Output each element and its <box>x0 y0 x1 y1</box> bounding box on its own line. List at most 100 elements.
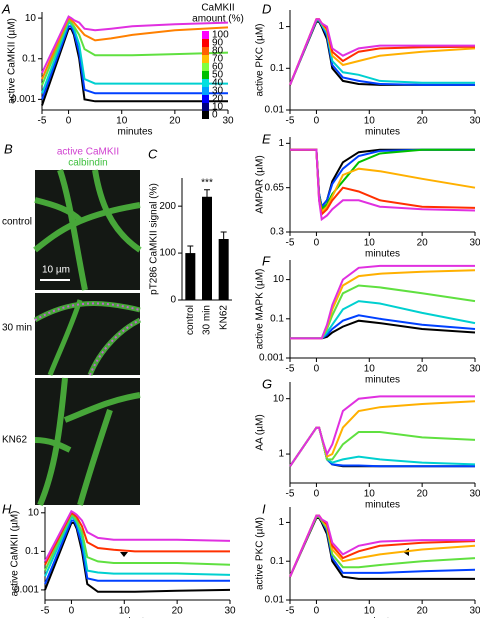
x-tick-label: 30 <box>469 606 480 617</box>
series-line <box>41 25 228 100</box>
x-tick-label: 0 <box>314 606 320 617</box>
colorbar-label: 90 <box>212 38 224 49</box>
colorbar-swatch <box>202 103 209 111</box>
colorbar-swatch <box>202 87 209 95</box>
scale-bar-label: 10 µm <box>42 265 70 276</box>
y-axis-label: AMPAR (µM) <box>255 155 266 213</box>
y-tick-label: 0 <box>170 295 176 306</box>
panel-letter: A <box>1 1 11 16</box>
x-tick-label: 10 <box>364 364 376 375</box>
series-line <box>289 18 476 86</box>
colorbar-label: 0 <box>212 110 218 121</box>
x-tick-label: 10 <box>364 238 376 249</box>
colorbar-swatch <box>202 63 209 71</box>
panel-letter: C <box>148 146 158 161</box>
marker <box>120 552 128 557</box>
colorbar-swatch <box>202 47 209 55</box>
y-tick-label: 100 <box>159 248 176 259</box>
error-bar <box>220 231 227 247</box>
y-tick-label: 1 <box>278 138 284 149</box>
y-axis-label: active CaMKII (µM) <box>7 18 18 104</box>
colorbar-swatch <box>202 79 209 87</box>
series-line <box>289 426 476 467</box>
bar <box>218 239 229 300</box>
x-tick-label: -5 <box>286 489 295 500</box>
x-tick-label: 20 <box>417 489 429 500</box>
series-line <box>41 16 229 80</box>
colorbar-swatch <box>202 71 209 79</box>
y-tick-label: 200 <box>159 201 176 212</box>
image-legend: active CaMKII <box>57 147 119 158</box>
x-tick-label: 0 <box>314 489 320 500</box>
row-label: control <box>2 217 32 228</box>
y-tick-label: 0.01 <box>265 595 285 606</box>
panel-letter: D <box>262 1 271 16</box>
bar <box>185 253 196 300</box>
series-line <box>289 514 476 578</box>
colorbar-title: amount (%) <box>192 14 244 25</box>
x-tick-label: -5 <box>38 116 47 127</box>
series-line <box>41 18 229 86</box>
x-tick-label: -5 <box>286 364 295 375</box>
y-axis-label: AA (µM) <box>255 414 266 450</box>
series-line <box>289 395 475 467</box>
y-tick-label: 0.65 <box>265 182 285 193</box>
series-line <box>290 148 476 222</box>
series-line <box>289 517 475 580</box>
row-label: KN62 <box>2 435 27 446</box>
x-axis-label: minutes <box>365 617 400 618</box>
y-axis-label: active MAPK (µM) <box>255 269 266 350</box>
row-label: 30 min <box>2 323 32 334</box>
y-tick-label: 0.1 <box>270 556 284 567</box>
colorbar-swatch <box>202 95 209 103</box>
x-tick-label: 0 <box>314 116 320 127</box>
series-line <box>44 511 230 566</box>
x-tick-label: 10 <box>116 116 128 127</box>
x-tick-label: 20 <box>417 238 429 249</box>
series-line <box>289 18 475 86</box>
series-line <box>41 27 228 106</box>
error-bar <box>204 189 210 204</box>
series-line <box>290 319 476 340</box>
y-axis-label: pT286 CaMKII signal (%) <box>149 183 160 295</box>
y-tick-label: 0.3 <box>270 227 284 238</box>
colorbar-title: CaMKII <box>201 3 234 14</box>
colorbar-label: 20 <box>212 94 224 105</box>
x-tick-label: 10 <box>364 606 376 617</box>
x-tick-label: 30 min <box>202 305 213 335</box>
panel-letter: B <box>4 141 13 156</box>
x-tick-label: -5 <box>286 606 295 617</box>
colorbar-swatch <box>202 111 209 119</box>
colorbar-label: 40 <box>212 78 224 89</box>
x-tick-label: 0 <box>314 238 320 249</box>
x-tick-label: KN62 <box>218 305 229 330</box>
x-tick-label: 20 <box>417 116 429 127</box>
colorbar-label: 10 <box>212 102 224 113</box>
panel-letter: G <box>262 376 272 391</box>
series-line <box>44 515 231 577</box>
y-tick-label: 10 <box>273 274 285 285</box>
series-line <box>44 513 231 572</box>
x-axis-label: minutes <box>365 249 400 260</box>
y-tick-label: 0.1 <box>270 63 284 74</box>
annotation: *** <box>201 177 213 188</box>
colorbar-label: 80 <box>212 46 224 57</box>
x-tick-label: 0 <box>66 116 72 127</box>
panel-letter: E <box>262 131 271 146</box>
series-line <box>289 19 475 86</box>
y-tick-label: 0.1 <box>25 546 39 557</box>
colorbar-label: 70 <box>212 54 224 65</box>
series-line <box>289 18 476 86</box>
colorbar-swatch <box>202 39 209 47</box>
x-tick-label: 30 <box>469 489 480 500</box>
y-tick-label: 1 <box>278 449 284 460</box>
image-legend: calbindin <box>68 158 107 169</box>
y-tick-label: 1 <box>278 517 284 528</box>
y-tick-label: 0.001 <box>11 94 36 105</box>
x-tick-label: -5 <box>286 116 295 127</box>
y-tick-label: 0.01 <box>265 105 285 116</box>
series-line <box>289 515 476 578</box>
colorbar-swatch <box>202 55 209 63</box>
x-axis-label: minutes <box>365 500 400 511</box>
